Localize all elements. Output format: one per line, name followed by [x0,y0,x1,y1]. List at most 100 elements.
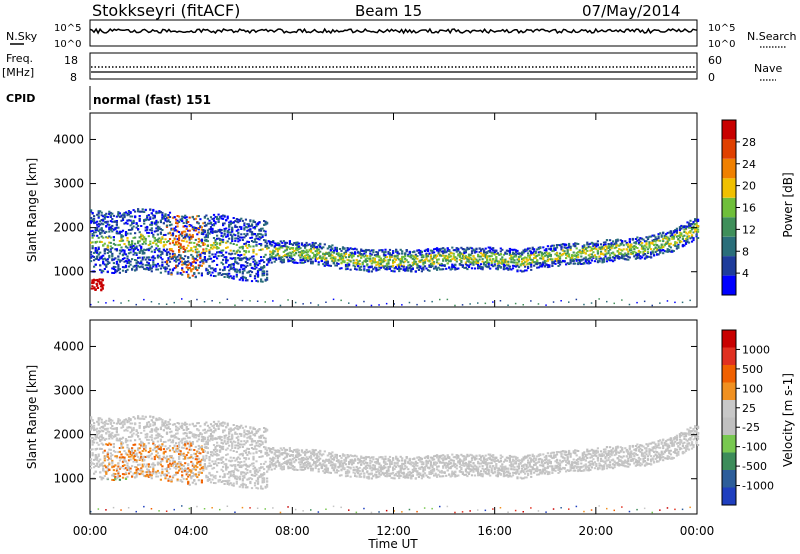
power-cell [636,236,639,239]
power-cell [592,242,595,245]
power-cell [625,258,628,261]
power-cell [367,257,370,260]
power-cell [643,249,647,251]
power-cell [263,274,266,277]
power-cell [100,228,103,231]
velocity-cell [118,459,121,462]
power-cell [212,217,216,220]
velocity-cell [159,428,162,431]
power-cell [499,258,502,261]
power-cell [613,254,616,257]
power-cell [551,258,554,261]
power-cell [115,223,118,226]
power-cell [170,249,173,252]
velocity-cell [108,430,111,433]
power-cell [229,231,232,234]
power-cell [328,251,331,254]
power-cell [372,268,375,271]
power-cell [188,236,191,239]
power-cell [483,253,486,256]
power-cell [311,246,314,249]
power-cell [281,261,284,264]
power-cell [193,242,196,244]
power-cell [246,246,249,249]
power-cell [299,251,302,254]
power-cell [146,264,149,267]
power-cell [278,247,281,250]
power-cell [514,250,518,253]
power-cell [511,252,515,255]
power-cell [317,263,320,266]
power-cell [126,237,129,239]
power-cell [322,263,325,266]
power-cell [247,270,250,273]
power-cell [674,233,677,236]
power-cell [487,266,490,269]
power-cell [153,222,156,225]
power-cell [249,263,252,265]
power-cell [493,261,496,263]
power-cell [489,251,492,254]
power-cell [332,298,335,301]
power-cell [316,252,319,255]
power-cell [299,254,302,257]
velocity-cell [184,462,187,465]
velocity-cell [93,427,96,429]
power-cell [187,221,190,223]
velocity-cell [127,436,131,438]
power-cell [91,280,94,283]
power-cell [574,262,577,265]
power-cell [168,252,172,255]
power-cell [590,247,593,250]
power-cell [554,253,557,256]
power-cell [132,244,135,247]
power-cell [132,222,135,224]
power-cell [247,258,250,261]
power-cell [96,234,99,237]
power-cell [150,301,153,303]
power-cell [155,210,158,213]
power-cell [100,271,103,274]
power-cell [646,237,650,239]
velocity-cell [117,439,120,442]
power-cell [316,249,319,252]
power-cell [650,235,653,238]
power-cell [150,270,153,273]
power-cell [249,245,252,248]
power-cell [431,263,434,266]
power-cell [396,264,399,267]
velocity-cell [120,437,123,440]
power-cell [231,267,234,270]
power-cell [436,268,439,271]
power-cell [102,270,105,273]
power-cell [455,247,458,250]
power-cell [212,224,216,227]
power-cell [108,250,111,253]
power-cell [344,265,348,268]
velocity-cell [121,426,125,428]
power-cell [666,300,669,302]
power-cell [226,272,229,275]
power-cell [310,262,313,265]
power-cell [209,274,213,277]
power-cell [117,226,120,229]
power-cell [194,266,197,269]
power-cell [190,236,193,239]
power-cell [253,226,257,228]
velocity-cell [144,444,147,447]
power-cell [337,252,340,255]
velocity-cell [129,422,132,425]
velocity-cell [152,424,155,427]
velocity-cell [178,444,181,447]
power-cell [187,229,190,232]
power-cell [546,259,549,262]
power-cell [460,261,463,264]
power-cell [404,260,407,263]
power-cell [176,272,179,275]
power-cell [120,219,123,222]
power-cell [624,240,627,243]
velocity-cell [168,475,172,478]
power-cell [158,237,161,240]
power-cell [627,252,630,255]
